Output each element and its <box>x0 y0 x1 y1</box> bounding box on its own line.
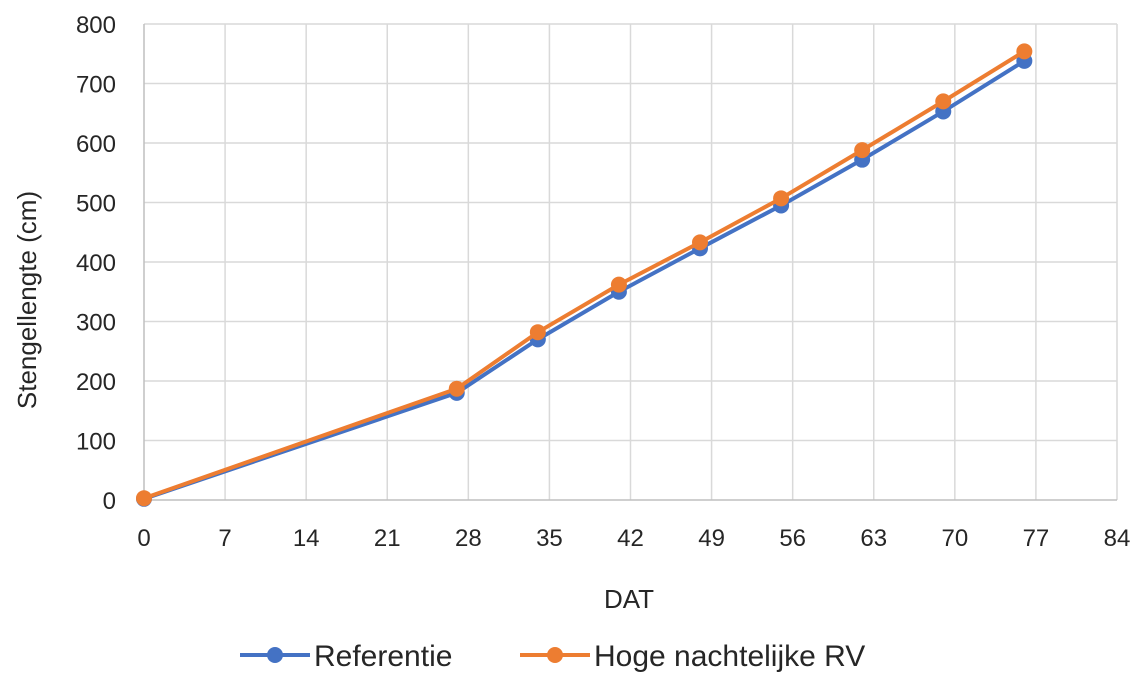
x-tick-label: 77 <box>1023 525 1050 552</box>
series-2 <box>136 43 1033 507</box>
y-axis-title: Stengellengte (cm) <box>12 191 42 409</box>
data-point <box>610 276 627 293</box>
series-1 <box>136 52 1033 507</box>
series-line <box>143 49 1026 501</box>
data-point <box>935 93 952 110</box>
axes <box>143 24 1117 501</box>
y-tick-label: 200 <box>76 369 116 396</box>
y-tick-label: 300 <box>76 310 116 337</box>
data-point <box>854 142 871 159</box>
x-tick-label: 84 <box>1104 525 1131 552</box>
x-tick-label: 0 <box>137 525 150 552</box>
legend-item: Referentie <box>240 640 452 673</box>
data-point <box>529 324 546 341</box>
x-tick-label: 21 <box>374 525 401 552</box>
x-tick-label: 49 <box>698 525 725 552</box>
y-tick-label: 600 <box>76 131 116 158</box>
x-tick-label: 42 <box>617 525 644 552</box>
legend: Referentie Hoge nachtelijke RV <box>240 640 865 673</box>
x-tick-label: 7 <box>218 525 231 552</box>
legend-label: Referentie <box>314 640 452 673</box>
series-line <box>143 59 1026 501</box>
x-tick-label: 70 <box>941 525 968 552</box>
data-point <box>448 380 465 397</box>
x-axis-title: DAT <box>604 584 654 614</box>
y-tick-label: 0 <box>103 488 116 515</box>
legend-swatch-marker <box>547 647 563 663</box>
y-tick-label: 400 <box>76 250 116 277</box>
x-tick-label: 28 <box>455 525 482 552</box>
x-tick-label: 56 <box>779 525 806 552</box>
data-point <box>1016 43 1033 60</box>
y-tick-label: 100 <box>76 429 116 456</box>
data-point <box>773 190 790 207</box>
series-layer <box>136 43 1033 507</box>
tick-labels: 0 7 14 21 28 35 42 49 56 63 70 77 84 0 100 200 300 400 500… <box>76 12 1130 552</box>
legend-item: Hoge nachtelijke RV <box>520 640 865 673</box>
gridlines <box>144 23 1118 500</box>
y-tick-label: 500 <box>76 191 116 218</box>
data-point <box>692 234 708 251</box>
x-tick-label: 63 <box>860 525 887 552</box>
legend-label: Hoge nachtelijke RV <box>594 640 865 673</box>
x-tick-label: 35 <box>536 525 563 552</box>
data-point <box>136 490 152 507</box>
legend-swatch-marker <box>267 647 283 663</box>
y-tick-label: 700 <box>76 72 116 99</box>
y-tick-label: 800 <box>76 12 116 39</box>
x-tick-label: 14 <box>293 525 320 552</box>
